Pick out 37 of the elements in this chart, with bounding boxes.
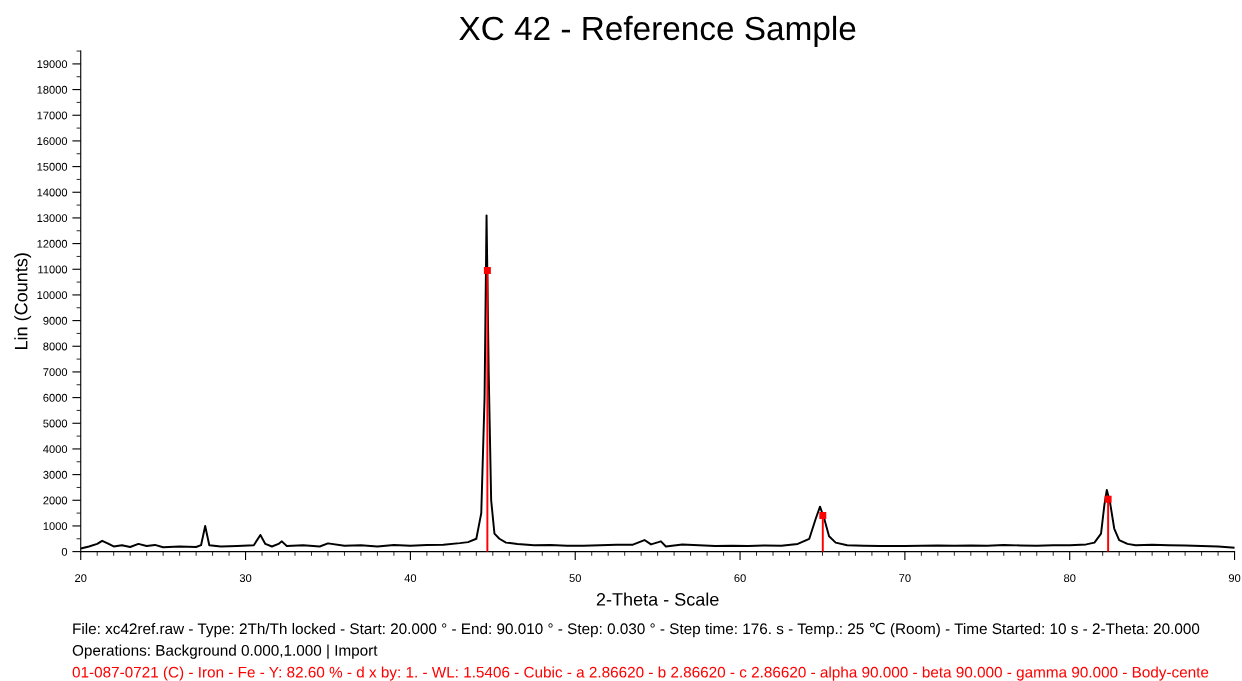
- y-tick-label: 17000: [37, 111, 68, 120]
- x-tick-label: 20: [75, 574, 87, 582]
- y-tick-label: 6000: [43, 393, 68, 402]
- y-tick-label: 9000: [43, 316, 68, 325]
- chart-title: XC 42 - Reference Sample: [459, 15, 856, 47]
- y-tick-label: 13000: [37, 214, 68, 223]
- point: [1104, 495, 1112, 503]
- text: Operations: Background 0.000,1.000 | Import: [72, 644, 378, 659]
- y-tick-label: 16000: [37, 137, 68, 146]
- y-tick-label: 15000: [37, 162, 68, 171]
- y-tick-label: 11000: [38, 265, 68, 274]
- y-tick-label: 8000: [43, 342, 68, 351]
- y-tick-label: 19000: [37, 60, 68, 69]
- text: 01-087-0721 (C) - Iron - Fe - Y: 82.60 % - d x by: 1. - WL: 1.5406 - Cubic - a 2.86620 - b 2.86620 - c 2.86620 - alpha 90.000 - beta 90.000 - gamma 90.000 - Body-cente: [72, 666, 1209, 681]
- y-tick-label: 5000: [43, 419, 68, 428]
- x-tick-label: 30: [239, 574, 252, 582]
- point: [819, 511, 827, 519]
- x-axis-title: 2-Theta - Scale: [596, 592, 719, 606]
- x-tick-label: 40: [404, 574, 417, 582]
- y-tick-label: 4000: [43, 445, 68, 454]
- y-tick-label: 7000: [43, 368, 68, 377]
- y-tick-label: 14000: [37, 188, 68, 197]
- x-tick-label: 70: [899, 574, 911, 582]
- x-tick-label: 90: [1228, 574, 1241, 582]
- y-axis-title: Lin (Counts): [14, 253, 32, 350]
- y-tick-label: 10000: [37, 291, 68, 300]
- y-tick-label: 1000: [43, 522, 68, 531]
- y-tick-label: 3000: [43, 470, 68, 479]
- y-tick-label: 12000: [37, 239, 68, 248]
- x-tick-label: 50: [569, 574, 581, 582]
- y-tick-label: 2000: [43, 496, 68, 505]
- point: [483, 267, 491, 275]
- y-tick-label: 18000: [37, 85, 68, 94]
- x-tick-label: 60: [734, 574, 746, 582]
- text: File: xc42ref.raw - Type: 2Th/Th locked - Start: 20.000 ° - End: 90.010 ° - Step: 0.030 ° - Step time: 176. s - Temp.: 25 ℃ (Room) - Time Started: 10 s - 2-Theta: 20.000: [73, 622, 1200, 638]
- y-tick-label: 0: [61, 547, 68, 556]
- x-tick-label: 80: [1064, 574, 1076, 582]
